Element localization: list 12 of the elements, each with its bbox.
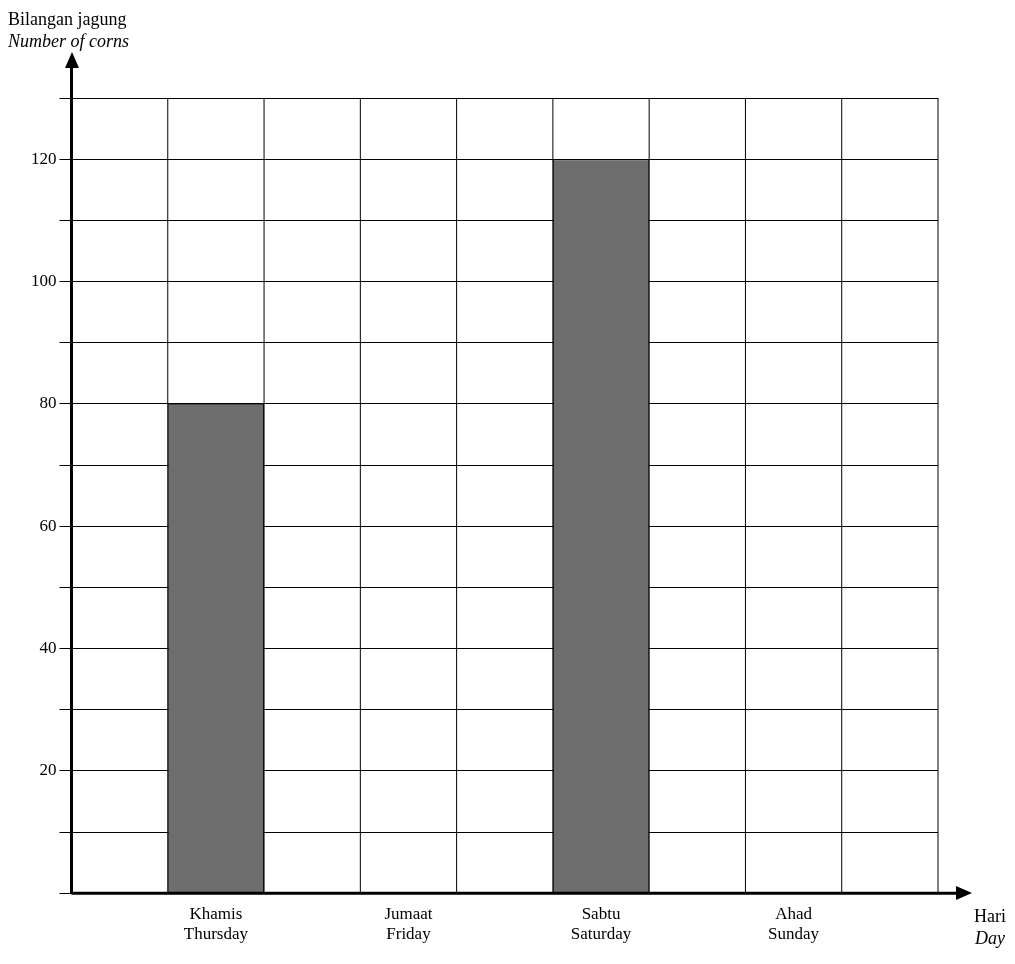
x-tick-label: Ahad Sunday bbox=[768, 903, 820, 944]
x-axis-title: Hari Day bbox=[974, 905, 1006, 950]
y-tick-label: 20 bbox=[39, 760, 57, 780]
x-tick-label: Khamis Thursday bbox=[183, 903, 249, 944]
x-tick-label: Sabtu Saturday bbox=[570, 903, 632, 944]
y-tick-label: 100 bbox=[31, 270, 57, 290]
y-tick-label: 60 bbox=[39, 515, 57, 535]
x-tick-label: Jumaat Friday bbox=[384, 903, 433, 944]
y-tick-label: 120 bbox=[31, 148, 57, 168]
y-axis-title: Bilangan jagung Number of corns bbox=[8, 8, 129, 52]
y-tick-label: 40 bbox=[39, 637, 57, 657]
y-tick-label: 80 bbox=[39, 393, 57, 413]
